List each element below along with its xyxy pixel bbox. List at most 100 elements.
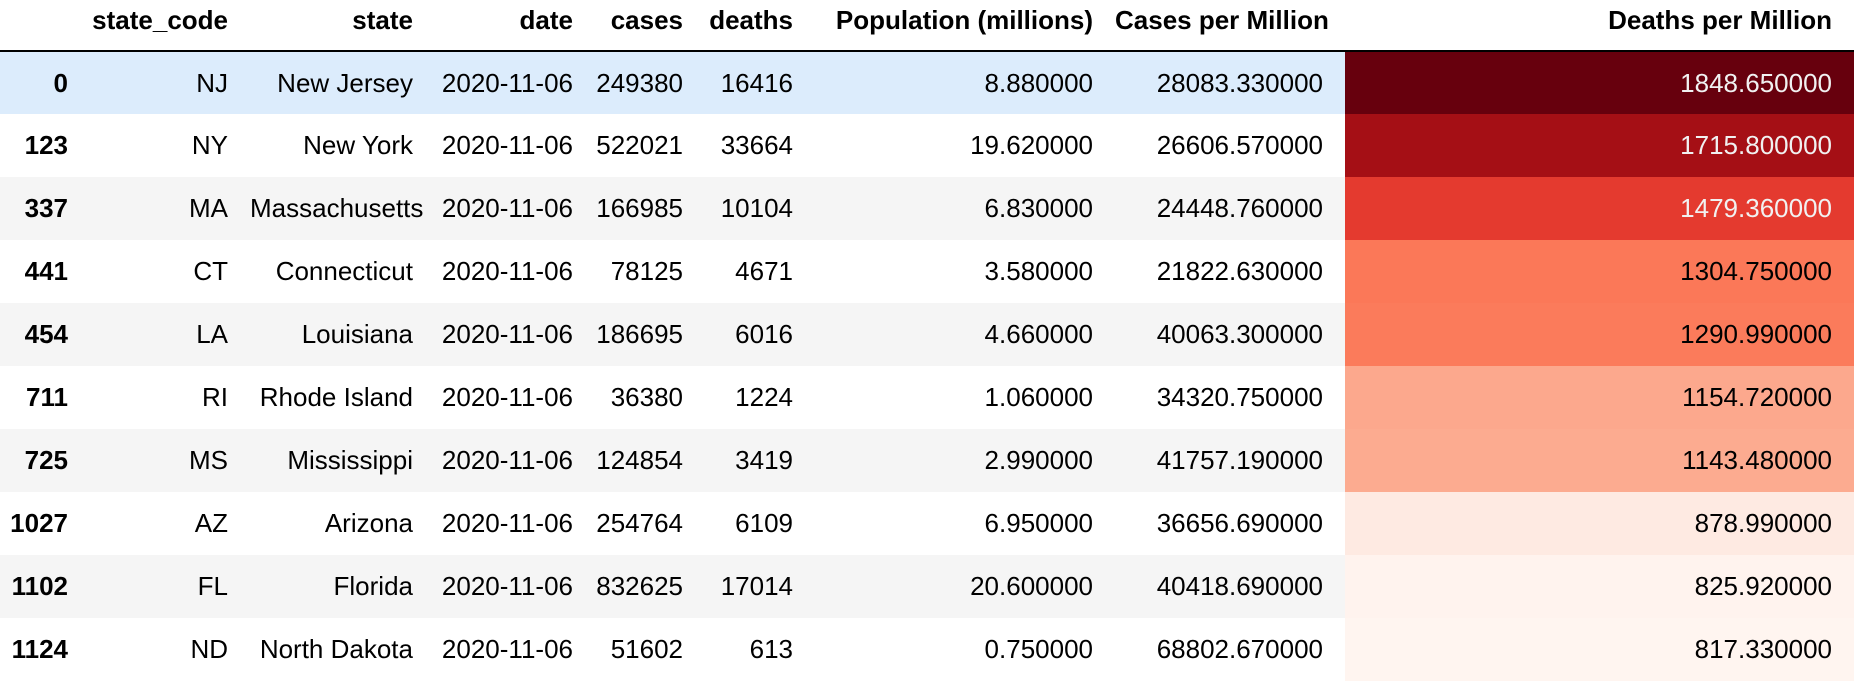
cell-deaths-per-million: 1304.750000 xyxy=(1345,240,1854,303)
row-index: 725 xyxy=(24,445,68,475)
cell-state: North Dakota xyxy=(259,634,413,664)
cell-state-code: CT xyxy=(193,256,228,286)
cell-population: 3.580000 xyxy=(984,256,1093,286)
header-index xyxy=(0,0,90,52)
cell-cases: 186695 xyxy=(596,319,683,349)
row-index: 123 xyxy=(24,130,68,160)
table-row[interactable]: 1124 ND North Dakota 2020-11-06 51602 613 0.75… xyxy=(0,618,1854,681)
row-index: 1124 xyxy=(11,634,68,664)
cell-cases-per-million: 41757.190000 xyxy=(1156,445,1323,475)
cell-deaths: 17014 xyxy=(720,571,793,601)
cell-date: 2020-11-06 xyxy=(441,256,573,286)
cell-state: Arizona xyxy=(324,508,413,538)
cell-cases: 254764 xyxy=(596,508,683,538)
cell-deaths-per-million: 878.990000 xyxy=(1345,492,1854,555)
cell-population: 2.990000 xyxy=(984,445,1093,475)
cell-state: Mississippi xyxy=(287,445,413,475)
cell-cases: 522021 xyxy=(596,130,683,160)
cell-state-code: NY xyxy=(191,130,228,160)
cell-date: 2020-11-06 xyxy=(441,382,573,412)
cell-cases-per-million: 40418.690000 xyxy=(1156,571,1323,601)
cell-state-code: MS xyxy=(189,445,228,475)
cell-deaths: 16416 xyxy=(720,67,793,98)
cell-cases: 36380 xyxy=(610,382,683,412)
cell-state-code: NJ xyxy=(196,67,228,98)
cell-state: New York xyxy=(303,130,413,160)
row-index: 454 xyxy=(24,319,68,349)
table-row[interactable]: 1027 AZ Arizona 2020-11-06 254764 6109 6.95000… xyxy=(0,492,1854,555)
table-row[interactable]: 441 CT Connecticut 2020-11-06 78125 4671 3.580… xyxy=(0,240,1854,303)
header-population: Population (millions) xyxy=(815,0,1115,52)
cell-state-code: FL xyxy=(197,571,228,601)
cell-deaths-per-million: 1848.650000 xyxy=(1345,51,1854,114)
cell-deaths: 1224 xyxy=(735,382,793,412)
row-index: 441 xyxy=(24,256,68,286)
cell-deaths: 6109 xyxy=(735,508,793,538)
cell-deaths: 33664 xyxy=(720,130,793,160)
cell-cases-per-million: 26606.570000 xyxy=(1156,130,1323,160)
table-header: state_code state date cases deaths Popul… xyxy=(0,0,1854,52)
cell-state-code: ND xyxy=(190,634,228,664)
header-deaths-per-million: Deaths per Million xyxy=(1345,0,1854,52)
cell-deaths-per-million: 1154.720000 xyxy=(1345,366,1854,429)
header-deaths: deaths xyxy=(705,0,815,52)
cell-state-code: RI xyxy=(202,382,228,412)
table-row[interactable]: 337 MA Massachusetts 2020-11-06 166985 10104 6… xyxy=(0,177,1854,240)
cell-deaths: 10104 xyxy=(720,193,793,223)
header-row: state_code state date cases deaths Popul… xyxy=(0,0,1854,52)
cell-state-code: AZ xyxy=(194,508,228,538)
table-row[interactable]: 1102 FL Florida 2020-11-06 832625 17014 20.600… xyxy=(0,555,1854,618)
row-index: 711 xyxy=(26,382,68,412)
cell-date: 2020-11-06 xyxy=(441,634,573,664)
cell-population: 1.060000 xyxy=(984,382,1093,412)
table-row[interactable]: 123 NY New York 2020-11-06 522021 33664 19.620… xyxy=(0,114,1854,177)
cell-cases-per-million: 40063.300000 xyxy=(1156,319,1323,349)
header-state: state xyxy=(250,0,435,52)
cell-state-code: LA xyxy=(196,319,228,349)
cell-deaths: 4671 xyxy=(735,256,793,286)
cell-deaths-per-million: 1290.990000 xyxy=(1345,303,1854,366)
cell-state: New Jersey xyxy=(277,67,413,98)
table-row[interactable]: 711 RI Rhode Island 2020-11-06 36380 1224 1.06… xyxy=(0,366,1854,429)
cell-date: 2020-11-06 xyxy=(441,193,573,223)
table-row[interactable]: 454 LA Louisiana 2020-11-06 186695 6016 4.6600… xyxy=(0,303,1854,366)
cell-cases-per-million: 68802.670000 xyxy=(1156,634,1323,664)
cell-state: Louisiana xyxy=(301,319,413,349)
cell-state: Rhode Island xyxy=(259,382,413,412)
cell-cases-per-million: 24448.760000 xyxy=(1156,193,1323,223)
cell-population: 20.600000 xyxy=(970,571,1093,601)
cell-cases: 249380 xyxy=(596,67,683,98)
cell-deaths: 3419 xyxy=(735,445,793,475)
cell-date: 2020-11-06 xyxy=(441,319,573,349)
row-index: 0 xyxy=(53,67,68,98)
cell-population: 0.750000 xyxy=(984,634,1093,664)
cell-cases-per-million: 34320.750000 xyxy=(1156,382,1323,412)
header-cases-per-million: Cases per Million xyxy=(1115,0,1345,52)
cell-deaths-per-million: 825.920000 xyxy=(1345,555,1854,618)
cell-state: Connecticut xyxy=(275,256,413,286)
cell-state: Massachusetts xyxy=(250,193,424,223)
cell-population: 19.620000 xyxy=(970,130,1093,160)
cell-population: 8.880000 xyxy=(984,67,1093,98)
cell-state: Florida xyxy=(333,571,413,601)
cell-deaths: 613 xyxy=(749,634,793,664)
header-cases: cases xyxy=(595,0,705,52)
header-date: date xyxy=(435,0,595,52)
cell-cases-per-million: 36656.690000 xyxy=(1156,508,1323,538)
cell-cases-per-million: 28083.330000 xyxy=(1156,67,1323,98)
cell-deaths-per-million: 817.330000 xyxy=(1345,618,1854,681)
cell-cases: 78125 xyxy=(610,256,683,286)
cell-deaths-per-million: 1143.480000 xyxy=(1345,429,1854,492)
cell-population: 6.950000 xyxy=(984,508,1093,538)
row-index: 337 xyxy=(24,193,68,223)
cell-cases: 166985 xyxy=(596,193,683,223)
cell-deaths-per-million: 1479.360000 xyxy=(1345,177,1854,240)
table-row[interactable]: 0 NJ New Jersey 2020-11-06 249380 16416 8.8800… xyxy=(0,51,1854,114)
cell-cases: 124854 xyxy=(596,445,683,475)
cell-population: 6.830000 xyxy=(984,193,1093,223)
cell-date: 2020-11-06 xyxy=(441,67,573,98)
cell-date: 2020-11-06 xyxy=(441,445,573,475)
row-index: 1102 xyxy=(11,571,68,601)
table-row[interactable]: 725 MS Mississippi 2020-11-06 124854 3419 2.99… xyxy=(0,429,1854,492)
